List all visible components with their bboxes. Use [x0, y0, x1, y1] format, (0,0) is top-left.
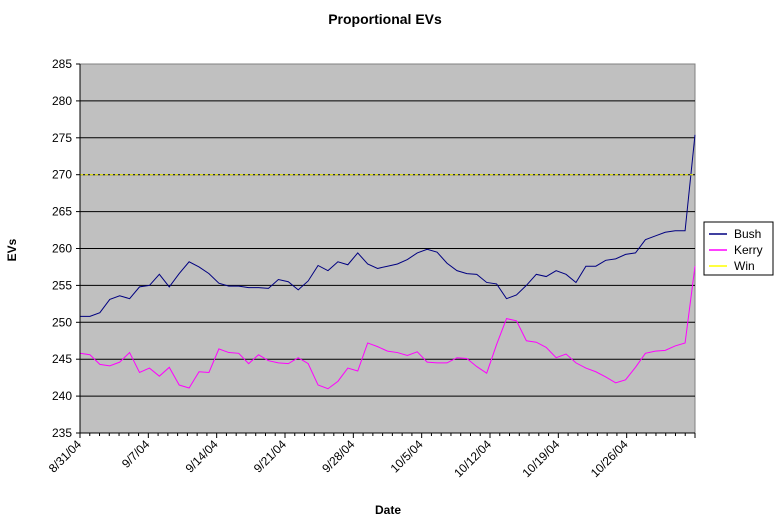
series-line-kerry: [79, 266, 696, 390]
y-axis-title: EVs: [5, 238, 19, 261]
x-tick-label: 10/26/04: [588, 437, 631, 480]
legend-label-bush: Bush: [734, 227, 761, 241]
chart-title: Proportional EVs: [328, 11, 442, 27]
y-tick-label: 285: [52, 57, 72, 71]
legend-label-win: Win: [734, 259, 755, 273]
x-axis-title: Date: [375, 503, 401, 517]
y-tick-label: 275: [52, 131, 72, 145]
x-tick-label: 9/21/04: [251, 437, 289, 475]
x-tick-label: 9/7/04: [119, 437, 153, 471]
y-tick-label: 265: [52, 205, 72, 219]
y-tick-label: 270: [52, 168, 72, 182]
y-tick-label: 240: [52, 389, 72, 403]
x-tick-label: 10/19/04: [520, 437, 563, 480]
y-tick-label: 280: [52, 94, 72, 108]
x-axis-ticks: 8/31/04 9/7/04 9/14/04 9/21/04 9/28/04 10/5/0…: [46, 433, 696, 480]
y-tick-label: 235: [52, 426, 72, 440]
y-tick-label: 260: [52, 242, 72, 256]
series-line-bush: [80, 134, 696, 317]
x-tick-label: 8/31/04: [46, 437, 84, 475]
y-tick-label: 255: [52, 278, 72, 292]
y-tick-label: 245: [52, 352, 72, 366]
legend: Bush Kerry Win: [703, 221, 774, 276]
x-tick-label: 10/12/04: [451, 437, 494, 480]
legend-label-kerry: Kerry: [734, 243, 763, 257]
x-tick-label: 10/5/04: [388, 437, 426, 475]
y-axis-ticks: 235 240 245 250 255 260 265 270 275 280 285: [52, 57, 80, 440]
y-tick-label: 250: [52, 315, 72, 329]
x-tick-label: 9/28/04: [319, 437, 357, 475]
x-tick-label: 9/14/04: [183, 437, 221, 475]
series-lines: [79, 134, 696, 390]
